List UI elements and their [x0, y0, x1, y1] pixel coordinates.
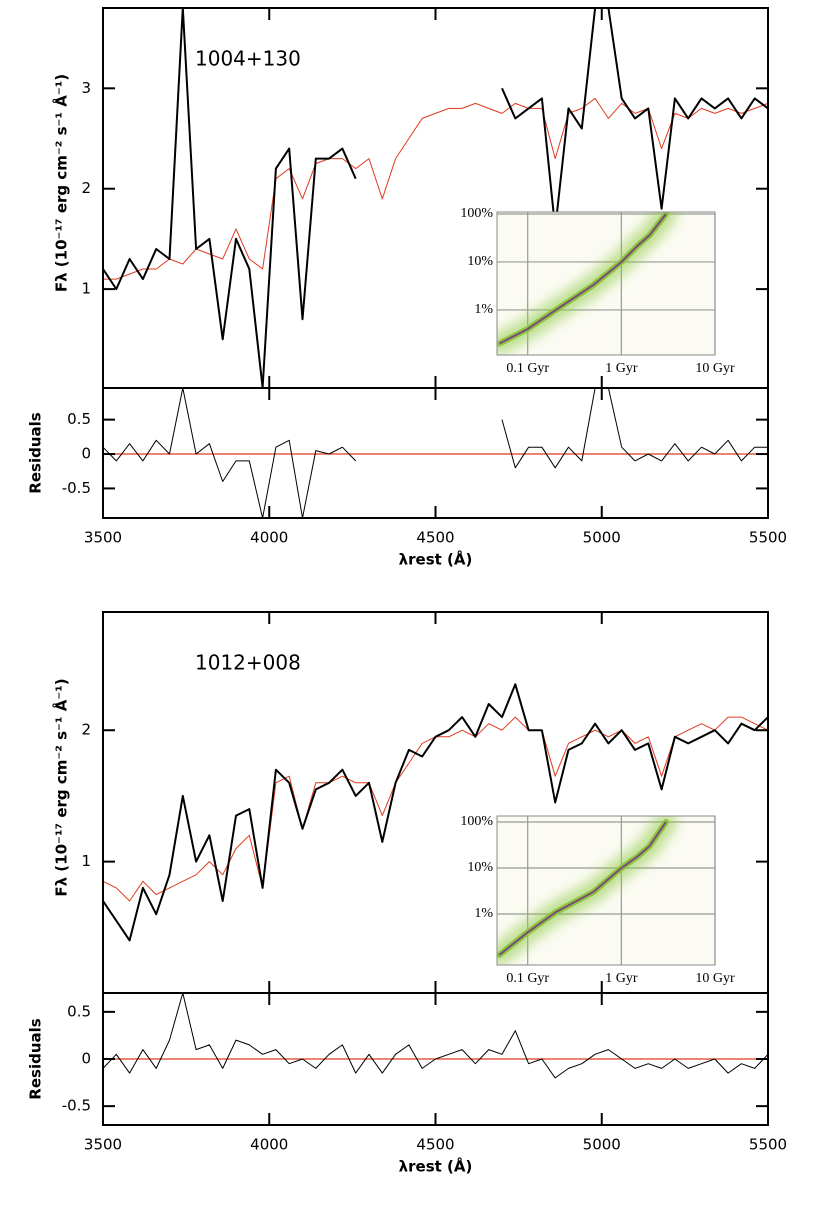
x-tick-label: 1 Gyr — [605, 361, 638, 376]
y-axis-label: Fλ (10⁻¹⁷ erg cm⁻² s⁻¹ Å⁻¹) — [52, 74, 71, 292]
spectrum-line — [103, 683, 768, 942]
x-axis-label: λrest (Å) — [399, 1157, 473, 1176]
panel: 1% 10% 100% 0.1 Gyr 1 Gyr 10 Gyr — [460, 206, 735, 376]
panel-label: 1012+008 — [195, 651, 301, 675]
y-tick-label: 2 — [81, 179, 91, 197]
panel: 1 2 1012+008 Fλ (10⁻¹⁷ erg cm⁻² s⁻¹ Å⁻¹) — [52, 611, 769, 994]
x-tick-label: 5000 — [583, 1136, 621, 1154]
frame — [496, 211, 716, 356]
series-group — [497, 212, 677, 355]
series-group — [103, 97, 768, 280]
density-peak — [499, 213, 667, 345]
x-tick-label: 1 Gyr — [605, 971, 638, 986]
x-tick-label: 5500 — [749, 529, 787, 547]
y-axis-label: Residuals — [27, 1018, 45, 1099]
y-tick-label: 1% — [474, 906, 493, 921]
spectrum-line — [103, 97, 768, 280]
panel: 0.5 0 -0.5 3500 4000 4500 5000 5500 Residuals λre… — [27, 992, 787, 1176]
x-tick-label: 10 Gyr — [695, 361, 735, 376]
x-tick-label: 5500 — [749, 1136, 787, 1154]
series-group — [497, 816, 677, 965]
x-tick-label: 4500 — [416, 529, 454, 547]
y-tick-label: 100% — [460, 206, 493, 221]
panel: 1% 10% 100% 0.1 Gyr 1 Gyr 10 Gyr — [460, 814, 735, 986]
panel: 0.5 0 -0.5 3500 4000 4500 5000 5500 Residuals λre… — [27, 387, 787, 569]
y-tick-label: -0.5 — [62, 479, 91, 497]
y-tick-label: 10% — [467, 860, 493, 875]
y-tick-label: 1 — [81, 280, 91, 298]
y-axis-label: Residuals — [27, 412, 45, 493]
panel: 1 2 3 1004+130 Fλ (10⁻¹⁷ erg cm⁻² s⁻¹ Å⁻¹) — [52, 7, 769, 389]
y-tick-label: 2 — [81, 721, 91, 739]
y-tick-label: 100% — [460, 814, 493, 829]
y-tick-label: 10% — [467, 254, 493, 269]
series-group — [103, 8, 768, 388]
x-tick-label: 4500 — [416, 1136, 454, 1154]
x-axis-label: λrest (Å) — [399, 550, 473, 569]
x-tick-label: 3500 — [84, 1136, 122, 1154]
x-tick-label: 5000 — [583, 529, 621, 547]
x-tick-label: 0.1 Gyr — [506, 361, 549, 376]
series-group — [103, 683, 768, 942]
series-group — [103, 993, 768, 1079]
y-tick-label: 1 — [81, 852, 91, 870]
y-tick-label: -0.5 — [62, 1097, 91, 1115]
spectrum-line — [103, 8, 768, 388]
x-tick-label: 4000 — [250, 1136, 288, 1154]
x-tick-label: 0.1 Gyr — [506, 971, 549, 986]
frame — [496, 815, 716, 966]
density-peak — [498, 821, 667, 956]
series-group — [103, 388, 768, 518]
spectrum-line — [103, 993, 768, 1079]
y-tick-label: 0 — [81, 445, 91, 463]
y-tick-label: 0.5 — [67, 410, 91, 428]
y-tick-label: 3 — [81, 79, 91, 97]
spectrum-line — [103, 388, 768, 518]
y-axis-label: Fλ (10⁻¹⁷ erg cm⁻² s⁻¹ Å⁻¹) — [52, 678, 71, 896]
x-tick-label: 4000 — [250, 529, 288, 547]
y-tick-label: 0 — [81, 1050, 91, 1068]
x-tick-label: 10 Gyr — [695, 971, 735, 986]
y-tick-label: 0.5 — [67, 1002, 91, 1020]
y-tick-label: 1% — [474, 302, 493, 317]
x-tick-label: 3500 — [84, 529, 122, 547]
panel-label: 1004+130 — [195, 47, 301, 71]
